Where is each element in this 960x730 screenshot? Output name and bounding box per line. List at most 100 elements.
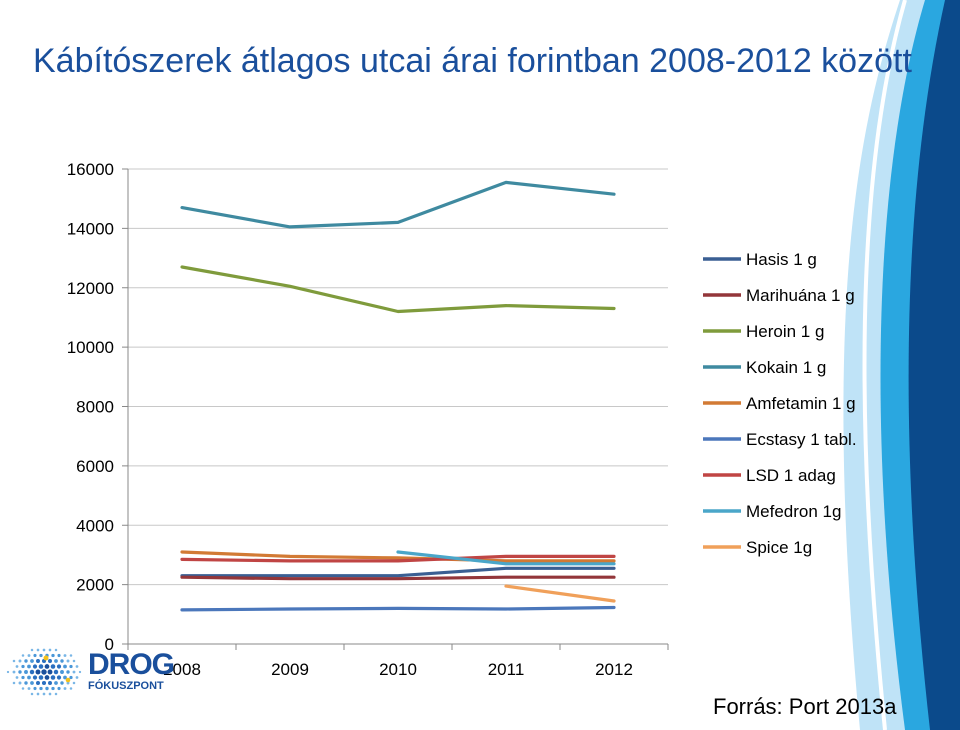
y-tick-labels: 0 2000 4000 6000 8000 10000 12000 14000 16000 bbox=[67, 160, 114, 654]
logo-dot bbox=[35, 669, 41, 675]
logo-dot bbox=[21, 664, 25, 669]
y-tick-label: 8000 bbox=[76, 398, 114, 417]
logo-dot bbox=[60, 681, 64, 685]
x-tick-label: 2009 bbox=[271, 660, 309, 679]
logo-dot bbox=[60, 659, 64, 663]
logo-dot bbox=[72, 659, 76, 663]
series-line-5 bbox=[180, 605, 616, 612]
legend-entry-label: Kokain 1 g bbox=[746, 358, 826, 377]
logo-dot bbox=[18, 659, 22, 663]
logo-dot bbox=[42, 692, 46, 696]
logo-dot bbox=[15, 665, 19, 668]
logo-dot bbox=[12, 681, 16, 685]
legend-entry-label: Marihuána 1 g bbox=[746, 286, 855, 305]
logo-text-sub: FÓKUSZPONT bbox=[88, 680, 164, 692]
logo-dot bbox=[27, 687, 31, 690]
logo-dot bbox=[63, 675, 67, 680]
legend-entry-label: Spice 1g bbox=[746, 538, 812, 557]
logo-dot bbox=[36, 692, 40, 696]
logo-dot bbox=[27, 664, 31, 669]
logo-dot bbox=[6, 670, 10, 674]
legend-entry-label: Heroin 1 g bbox=[746, 322, 824, 341]
logo-dot bbox=[33, 686, 37, 691]
logo-dot bbox=[48, 648, 52, 652]
logo-dot bbox=[47, 669, 53, 675]
logo-dot bbox=[39, 686, 43, 691]
logo-dot bbox=[50, 675, 56, 680]
logo-dot bbox=[69, 654, 73, 657]
legend-entry-label: Ecstasy 1 tabl. bbox=[746, 430, 857, 449]
logo-dot bbox=[60, 670, 64, 674]
logo-dot bbox=[75, 665, 79, 668]
y-tick-label: 2000 bbox=[76, 576, 114, 595]
logo-dot bbox=[51, 653, 55, 658]
logo-star-dot bbox=[43, 655, 49, 661]
logo-dot bbox=[72, 670, 76, 674]
logo-star-dot bbox=[65, 677, 71, 683]
logo-dot bbox=[63, 664, 67, 669]
x-tick-label: 2008 bbox=[163, 660, 201, 679]
logo-dot bbox=[44, 664, 50, 669]
logo-dot bbox=[66, 670, 70, 674]
logo-dot bbox=[36, 648, 40, 652]
logo-dot bbox=[41, 680, 47, 686]
logo-dot bbox=[54, 692, 58, 696]
logo-dot bbox=[24, 681, 28, 685]
logo-dot bbox=[18, 681, 22, 685]
logo-dot bbox=[54, 648, 58, 652]
series-line-4 bbox=[180, 550, 616, 563]
logo-dot bbox=[69, 675, 73, 680]
logo-dot bbox=[12, 670, 16, 674]
series-line-3 bbox=[180, 180, 616, 229]
logo-dot bbox=[24, 670, 28, 674]
logo-dot bbox=[56, 664, 62, 669]
logo-dot bbox=[27, 654, 31, 657]
legend-entry-label: Amfetamin 1 g bbox=[746, 394, 856, 413]
y-tick-label: 0 bbox=[105, 635, 114, 654]
logo-dot bbox=[66, 681, 70, 685]
logo-dot bbox=[42, 648, 46, 652]
logo-dot bbox=[21, 687, 25, 690]
y-tick-label: 4000 bbox=[76, 516, 114, 535]
series-lines bbox=[180, 180, 616, 612]
legend-entry-label: Mefedron 1g bbox=[746, 502, 841, 521]
legend: Hasis 1 g Marihuána 1 g Heroin 1 g Kokain 1… bbox=[703, 250, 857, 557]
logo-dot bbox=[18, 670, 22, 674]
logo-dot bbox=[44, 675, 50, 680]
swoosh-dark bbox=[908, 0, 960, 730]
x-tick-label: 2010 bbox=[379, 660, 417, 679]
series-line-2 bbox=[180, 265, 616, 314]
y-tick-label: 14000 bbox=[67, 219, 114, 238]
x-tick-labels: 2008 2009 2010 2011 2012 bbox=[163, 660, 633, 679]
logo-dot bbox=[15, 676, 19, 679]
series-line-1 bbox=[180, 575, 616, 581]
logo-dot bbox=[56, 675, 62, 680]
logo-dot bbox=[36, 659, 40, 663]
series-line-8 bbox=[504, 584, 616, 603]
logo-dot bbox=[38, 675, 44, 680]
series-line-6 bbox=[180, 554, 616, 563]
legend-entry-label: Hasis 1 g bbox=[746, 250, 817, 269]
logo-dot bbox=[30, 692, 34, 696]
logo-dot bbox=[48, 681, 52, 685]
logo-dot bbox=[30, 681, 34, 685]
logo-dot bbox=[33, 653, 37, 658]
logo-dot bbox=[66, 659, 70, 663]
swoosh-white-line bbox=[862, 0, 907, 730]
slide-title: Kábítószerek átlagos utcai árai forintba… bbox=[33, 42, 912, 80]
logo-dot bbox=[72, 681, 76, 685]
grid-lines bbox=[128, 168, 668, 586]
series-line-7 bbox=[396, 550, 616, 566]
x-tick-label: 2012 bbox=[595, 660, 633, 679]
x-tick-label: 2011 bbox=[488, 660, 525, 679]
y-tick-label: 10000 bbox=[67, 338, 114, 357]
y-tick-label: 12000 bbox=[67, 279, 114, 298]
logo-dot bbox=[30, 659, 34, 663]
logo-dot bbox=[63, 654, 67, 657]
logo-dot bbox=[27, 675, 31, 680]
logo-dot bbox=[48, 659, 52, 663]
logo-dot bbox=[57, 653, 61, 658]
logo-dot bbox=[30, 648, 34, 652]
